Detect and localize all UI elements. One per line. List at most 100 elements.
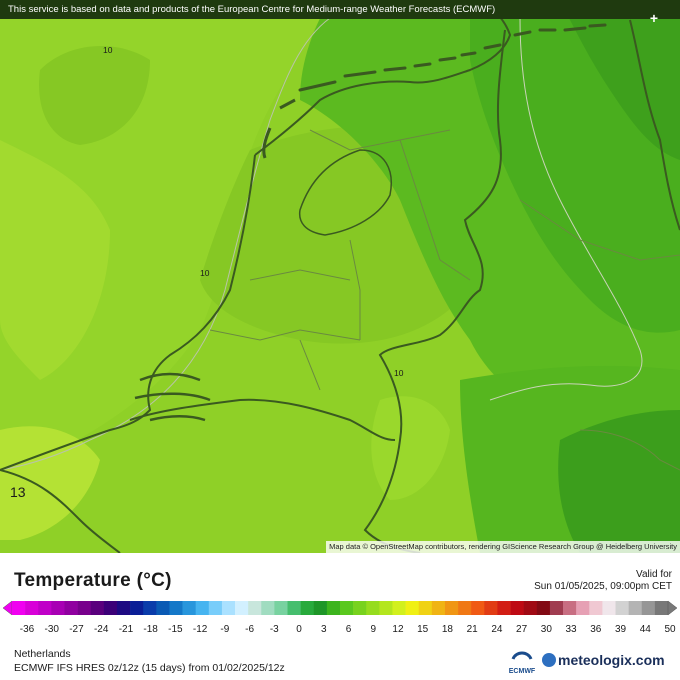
region-name: Netherlands bbox=[14, 648, 71, 660]
scale-tick-label: 21 bbox=[466, 624, 478, 635]
legend-title: Temperature (°C) bbox=[14, 570, 172, 591]
ecmwf-notice: This service is based on data and produc… bbox=[0, 0, 680, 19]
scale-tick-label: -3 bbox=[269, 624, 279, 635]
scale-swatch bbox=[64, 601, 78, 615]
scale-swatch bbox=[392, 601, 406, 615]
scale-swatch bbox=[602, 601, 616, 615]
field-north-sea-patch bbox=[39, 46, 150, 145]
scale-swatch bbox=[116, 601, 131, 615]
scale-swatch bbox=[261, 601, 275, 615]
coastline-north bbox=[254, 0, 512, 156]
scale-tick-label: 12 bbox=[392, 624, 404, 635]
contour-label: 10 bbox=[394, 368, 404, 378]
scale-tick-label: -30 bbox=[44, 624, 59, 635]
scale-swatch bbox=[195, 601, 210, 615]
legend-panel: Temperature (°C) Valid for Sun 01/05/202… bbox=[0, 553, 680, 680]
meteologix-icon bbox=[542, 653, 556, 667]
scale-tick-label: 44 bbox=[639, 624, 651, 635]
scale-tick-label: 39 bbox=[614, 624, 627, 635]
color-scale-ticks: -36 -30 -27 -24 -21 -18 -15 -12 -9 -6 -3 0 3 6 9 12 15 18… bbox=[0, 624, 680, 638]
scale-swatch bbox=[379, 601, 393, 615]
border-be-fr bbox=[0, 469, 121, 553]
scale-tick-label: 6 bbox=[345, 624, 352, 635]
field-warm-south bbox=[371, 396, 450, 500]
scale-swatch bbox=[431, 601, 446, 615]
scale-swatch bbox=[169, 601, 183, 615]
scale-swatch bbox=[25, 601, 39, 615]
scale-swatch bbox=[458, 601, 472, 615]
scale-swatch bbox=[300, 601, 315, 615]
valid-for-label: Valid for bbox=[636, 569, 672, 580]
scale-tick-label: 3 bbox=[320, 624, 327, 635]
scale-tick-label: 0 bbox=[296, 624, 302, 635]
field-south-east bbox=[558, 410, 680, 553]
scale-swatch bbox=[418, 601, 433, 615]
lake-ijsselmeer bbox=[298, 149, 392, 236]
scale-tick-label: -12 bbox=[192, 624, 208, 635]
field-warm-southwest bbox=[0, 426, 100, 540]
scale-swatch bbox=[274, 601, 288, 615]
scale-swatch bbox=[523, 601, 538, 615]
scale-swatch bbox=[641, 601, 656, 615]
scale-tick-label: 36 bbox=[590, 624, 602, 635]
island-texel bbox=[262, 127, 272, 159]
scale-swatch bbox=[497, 601, 511, 615]
scale-tick-label: 9 bbox=[370, 624, 376, 635]
scale-swatch bbox=[353, 601, 367, 615]
scale-tick-label: -6 bbox=[245, 624, 255, 635]
scale-swatch bbox=[38, 601, 52, 615]
scale-swatch bbox=[484, 601, 498, 615]
province-boundaries bbox=[209, 129, 680, 391]
delta-zeeland bbox=[134, 372, 211, 422]
islands-frisian bbox=[298, 23, 607, 92]
scale-swatch bbox=[366, 601, 380, 615]
scale-swatch bbox=[340, 601, 354, 615]
scale-tick-label: -36 bbox=[19, 624, 35, 635]
scale-swatch bbox=[143, 601, 157, 615]
scale-arrow-right bbox=[667, 600, 678, 616]
map-attribution[interactable]: Map data © OpenStreetMap contributors, r… bbox=[326, 541, 680, 553]
coastline-east bbox=[629, 19, 680, 231]
color-scale-bar bbox=[2, 600, 678, 616]
contour-label: 10 bbox=[200, 268, 210, 278]
border-nl-be bbox=[129, 398, 396, 441]
scale-swatch bbox=[405, 601, 420, 615]
scale-swatch bbox=[549, 601, 564, 615]
scale-swatch bbox=[287, 601, 301, 615]
extreme-value-label: 13 bbox=[10, 484, 26, 500]
scale-tick-label: 27 bbox=[516, 624, 528, 635]
scale-tick-label: 33 bbox=[565, 624, 577, 635]
border-nl-de bbox=[363, 29, 506, 553]
island-vlieland bbox=[279, 98, 296, 110]
scale-tick-label: -15 bbox=[168, 624, 183, 635]
scale-swatch bbox=[628, 601, 643, 615]
scale-tick-label: 24 bbox=[491, 624, 503, 635]
scale-swatch bbox=[182, 601, 196, 615]
scale-swatch bbox=[51, 601, 65, 615]
scale-swatch bbox=[654, 601, 669, 615]
scale-swatch bbox=[313, 601, 328, 615]
scale-tick-label: -24 bbox=[93, 624, 109, 635]
temperature-map[interactable]: This service is based on data and produc… bbox=[0, 0, 680, 553]
scale-swatch bbox=[156, 601, 170, 615]
model-run-info: ECMWF IFS HRES 0z/12z (15 days) from 01/… bbox=[14, 662, 285, 674]
scale-swatch bbox=[444, 601, 459, 615]
scale-swatch bbox=[589, 601, 603, 615]
scale-swatch bbox=[471, 601, 485, 615]
scale-swatch bbox=[248, 601, 262, 615]
field-north-east-cold bbox=[560, 0, 680, 160]
scale-swatch bbox=[615, 601, 629, 615]
scale-swatch bbox=[510, 601, 524, 615]
scale-swatch bbox=[103, 601, 118, 615]
scale-swatch bbox=[563, 601, 577, 615]
map-canvas bbox=[0, 0, 680, 553]
scale-swatch bbox=[208, 601, 223, 615]
scale-tick-label: 18 bbox=[441, 624, 453, 635]
scale-swatch bbox=[221, 601, 236, 615]
meteologix-logo[interactable]: meteologix.com bbox=[542, 652, 665, 668]
scale-tick-label: -21 bbox=[118, 624, 134, 635]
scale-swatch bbox=[536, 601, 551, 615]
ecmwf-logo[interactable]: ECMWF bbox=[504, 649, 540, 675]
scale-arrow-left bbox=[2, 600, 13, 616]
field-warm-west bbox=[0, 140, 110, 380]
